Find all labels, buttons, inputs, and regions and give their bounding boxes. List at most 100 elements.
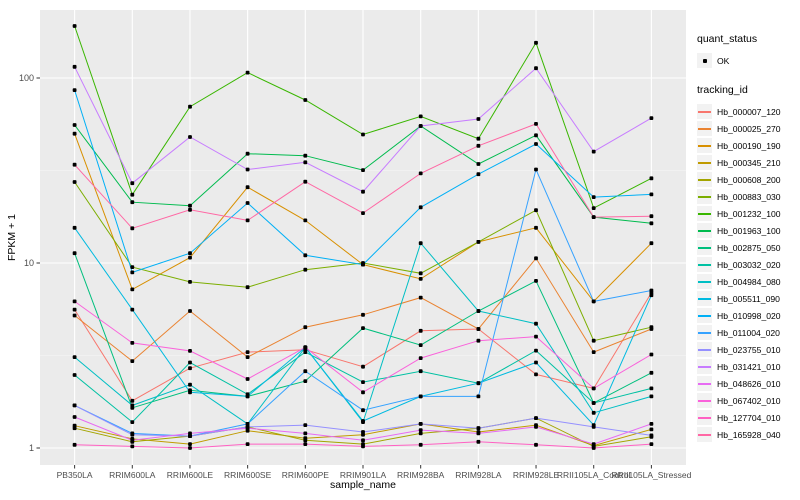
x-tick-label: RRIM600LE [167,470,214,480]
data-point [361,312,365,317]
line-swatch-icon [697,189,712,204]
data-point [245,167,250,172]
data-point [72,355,77,359]
data-point [188,366,192,371]
data-point [72,313,77,318]
data-point [72,442,77,447]
data-point [649,422,654,426]
line-swatch-icon [697,325,712,340]
legend-item-Hb_031421_010: Hb_031421_010 [697,358,799,375]
legend-item-label: Hb_000007_120 [717,106,781,117]
legend-item-ok: OK [697,52,799,69]
legend-item-label: Hb_000608_200 [717,174,781,185]
data-point [476,143,481,148]
data-point [476,338,481,343]
data-point [361,132,365,137]
data-point [476,426,481,431]
x-tick-label: RRII105LA_Control [557,470,631,480]
legend-item-Hb_067402_010: Hb_067402_010 [697,392,799,409]
legend-item-Hb_048626_010: Hb_048626_010 [697,375,799,392]
line-swatch-icon [697,393,712,408]
data-point [130,265,135,269]
data-point [72,123,77,127]
data-point [418,394,423,399]
data-point [476,394,481,399]
legend-item-label: Hb_023755_010 [717,344,781,355]
data-point [591,446,596,450]
data-point [418,295,423,300]
data-point [418,124,423,128]
data-point [649,293,654,298]
legend-item-Hb_002875_050: Hb_002875_050 [697,239,799,256]
data-point [245,185,250,190]
data-point [188,309,192,313]
data-point [72,162,77,167]
data-point [188,255,192,260]
data-point [361,189,365,194]
legend-item-label: Hb_000025_270 [717,123,781,134]
data-point [188,390,192,395]
data-point [245,422,250,426]
line-swatch-icon [697,206,712,221]
data-point [418,114,423,119]
legend-item-label: Hb_127704_010 [717,412,781,423]
data-point [188,280,192,284]
data-point [534,142,538,146]
x-tick-label: RRIM928LE [513,470,560,480]
data-point [534,360,538,365]
line-swatch-icon [697,376,712,391]
x-tick-label: PB350LA [57,470,93,480]
data-point [418,343,423,347]
legend-item-label: Hb_001232_100 [717,208,781,219]
data-point [476,162,481,166]
data-point [245,70,250,75]
legend-item-Hb_165928_040: Hb_165928_040 [697,426,799,443]
data-point [534,425,538,429]
data-point [361,168,365,172]
data-point [72,403,77,408]
data-point [649,192,654,197]
x-tick-label: RRIM901LA [340,470,387,480]
y-tick-label: 1 [29,443,34,453]
data-point [418,241,423,246]
legend-item-Hb_001963_100: Hb_001963_100 [697,222,799,239]
data-point [534,40,538,45]
data-point [72,88,77,92]
line-swatch-icon [697,274,712,289]
data-point [361,380,365,384]
y-tick-label: 10 [24,258,34,268]
data-point [591,299,596,304]
x-tick-label: RRIM928LA [455,470,502,480]
data-point [245,426,250,431]
data-point [418,328,423,333]
data-point [130,398,135,403]
data-point [130,226,135,231]
data-point [130,200,135,205]
data-point [303,218,308,223]
data-point [418,442,423,447]
legend-item-label: Hb_000883_030 [717,191,781,202]
data-point [418,356,423,360]
data-point [591,215,596,219]
data-point [72,299,77,304]
data-point [303,325,308,330]
data-point [130,287,135,292]
data-point [130,359,135,363]
legend-item-Hb_004984_080: Hb_004984_080 [697,273,799,290]
data-point [303,160,308,165]
data-point [649,370,654,375]
data-point [476,431,481,436]
x-axis-title: sample_name [330,479,396,491]
line-swatch-icon [697,342,712,357]
data-point [303,98,308,102]
y-tick-label: 100 [19,73,34,83]
data-point [130,341,135,345]
data-point [591,195,596,199]
data-point [130,181,135,186]
line-swatch-icon [697,138,712,153]
data-point [649,394,654,399]
data-point [649,116,654,120]
legend-item-label: Hb_005511_090 [717,293,780,304]
line-swatch-icon [697,104,712,119]
